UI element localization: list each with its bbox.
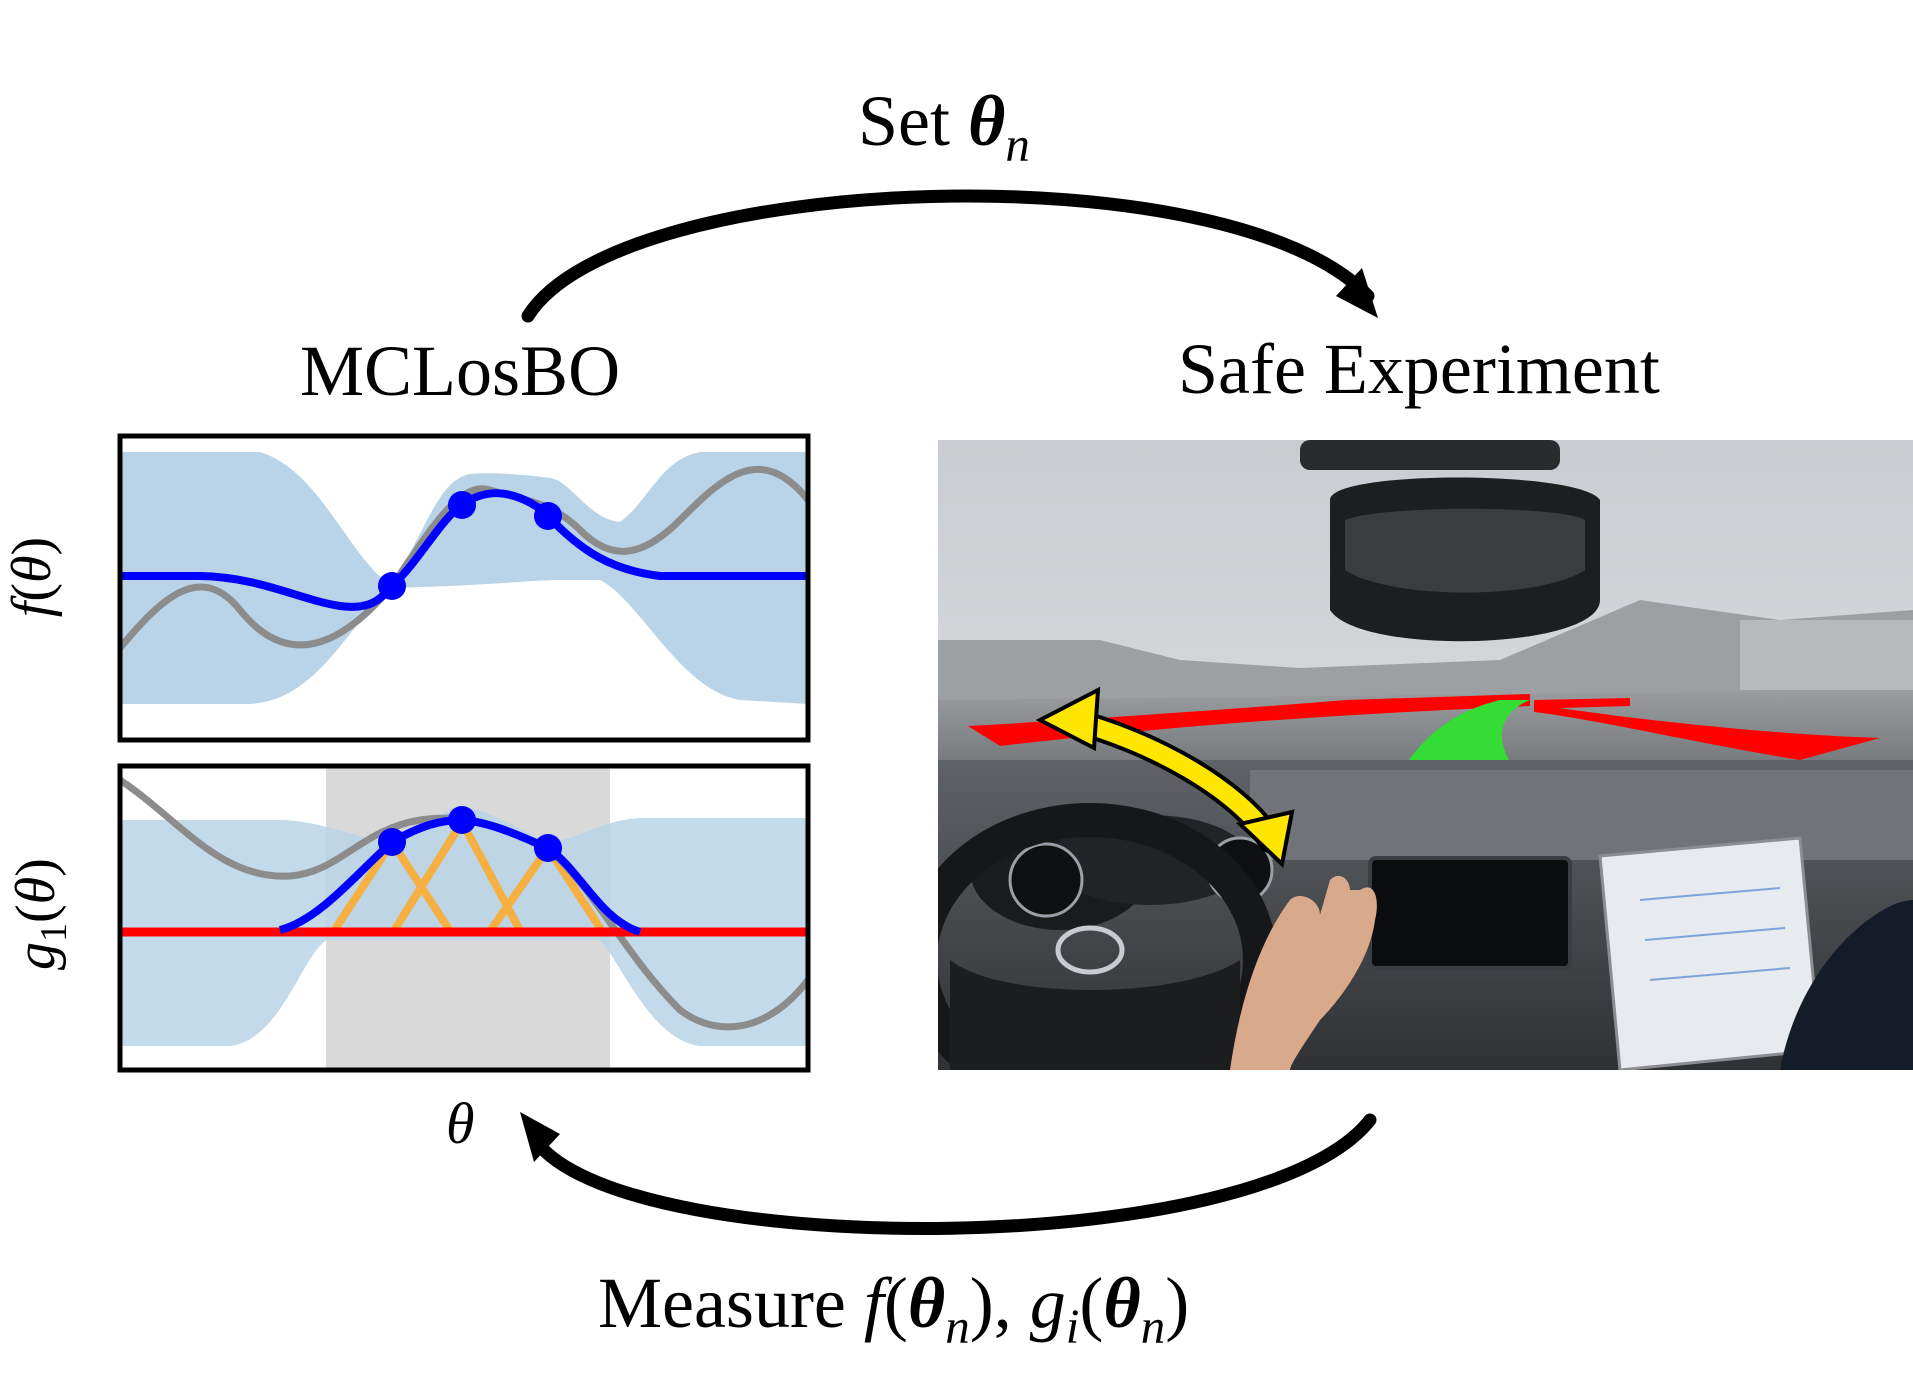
set-theta-label: Set θn xyxy=(858,81,1030,172)
safe-experiment-title: Safe Experiment xyxy=(1178,329,1660,409)
road-boundary-right xyxy=(1534,698,1880,760)
objective-sample-point xyxy=(534,502,562,530)
measure-arrowhead xyxy=(520,1112,560,1162)
objective-true-function xyxy=(120,465,808,651)
planned-path xyxy=(1398,700,1530,776)
constraint-sample-point xyxy=(378,828,406,856)
constraint-confidence-band xyxy=(120,806,808,1046)
measure-arrow xyxy=(533,1113,1377,1235)
objective-sample-point xyxy=(448,491,476,519)
set-parameters-arrowhead xyxy=(1336,268,1378,318)
constraint-plot xyxy=(120,766,808,1070)
theta-axis-label: θ xyxy=(446,1091,475,1156)
mclosbo-title: MCLosBO xyxy=(300,331,621,411)
car-experiment-photo xyxy=(938,440,1913,1070)
set-parameters-arrow xyxy=(521,189,1375,323)
objective-plot xyxy=(120,452,808,704)
measure-label: Measure f(θn), gi(θn) xyxy=(598,1263,1190,1354)
driver-hand xyxy=(1230,875,1377,1070)
lipschitz-cones xyxy=(328,819,608,937)
objective-plot-frame xyxy=(117,433,811,743)
constraint-sample-point xyxy=(448,806,476,834)
constraint-plot-frame xyxy=(117,763,811,1073)
constraint-sample-point xyxy=(534,834,562,862)
objective-sample-point xyxy=(378,572,406,600)
laptop xyxy=(1598,836,1822,1070)
infotainment-screen xyxy=(1368,856,1572,970)
